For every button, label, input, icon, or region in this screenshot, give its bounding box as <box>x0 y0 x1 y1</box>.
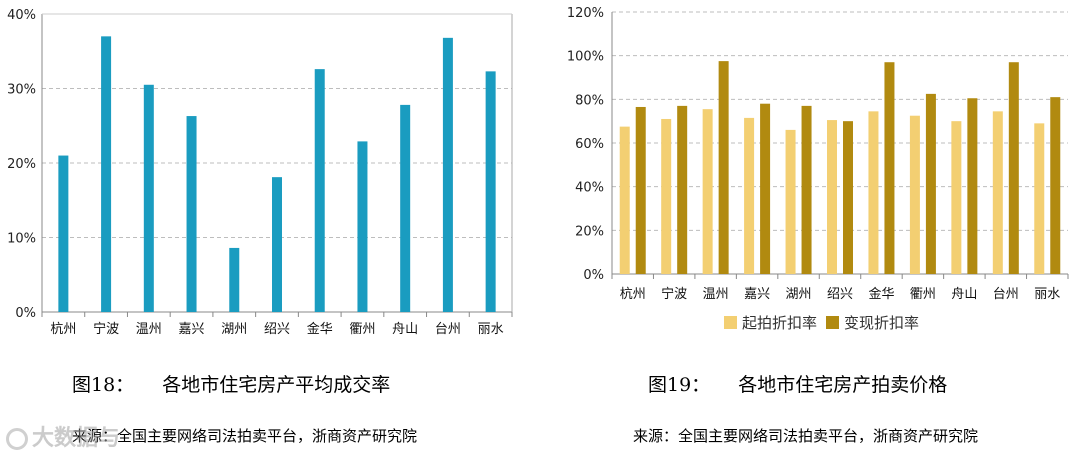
y-tick-label: 0% <box>583 268 604 283</box>
y-tick-label: 40% <box>575 181 604 196</box>
x-tick-label: 杭州 <box>620 287 646 302</box>
figure-19-caption: 图19： 各地市住宅房产拍卖价格 <box>648 370 947 397</box>
figure-19-source: 来源：全国主要网络司法拍卖平台，浙商资产研究院 <box>633 427 979 445</box>
figure-19-title: 各地市住宅房产拍卖价格 <box>738 374 948 396</box>
x-tick-label: 杭州 <box>50 322 76 337</box>
legend-swatch <box>826 316 839 329</box>
figure-18-source: 来源：全国主要网络司法拍卖平台，浙商资产研究院 <box>72 427 418 445</box>
x-tick-label: 嘉兴 <box>744 287 770 302</box>
bar-realize-discount <box>718 61 729 274</box>
y-tick-label: 0% <box>15 306 36 321</box>
x-tick-label: 丽水 <box>478 322 504 337</box>
bar-start-discount <box>744 117 755 275</box>
x-tick-label: 台州 <box>435 322 461 337</box>
y-tick-label: 100% <box>567 50 604 65</box>
bar-value <box>101 36 112 312</box>
bar-start-discount <box>619 126 630 274</box>
y-tick-label: 120% <box>567 6 604 21</box>
x-tick-label: 宁波 <box>661 286 687 302</box>
bar-value <box>58 155 69 312</box>
y-tick-label: 10% <box>7 232 36 247</box>
watermark-logo-icon <box>6 428 28 450</box>
y-tick-label: 40% <box>7 8 36 23</box>
bar-start-discount <box>868 111 879 274</box>
legend-label: 起拍折扣率 <box>742 314 817 332</box>
bar-realize-discount <box>925 93 936 274</box>
bar-start-discount <box>827 120 837 274</box>
figure-18-label: 图18： <box>72 374 135 396</box>
bar-start-discount <box>661 118 672 274</box>
y-tick-label: 20% <box>575 224 604 239</box>
bar-realize-discount <box>677 105 688 274</box>
bar-start-discount <box>1034 123 1045 274</box>
bar-value <box>314 69 325 312</box>
bar-value <box>400 104 411 312</box>
x-tick-label: 湖州 <box>786 287 812 302</box>
bar-realize-discount <box>760 103 771 274</box>
x-tick-label: 绍兴 <box>827 287 853 302</box>
watermark-text: 大数据与 <box>32 426 121 451</box>
bar-value <box>143 84 154 313</box>
bar-realize-discount <box>1050 97 1061 275</box>
bar-start-discount <box>702 109 713 275</box>
bar-realize-discount <box>884 62 895 274</box>
bar-realize-discount <box>801 105 812 274</box>
x-tick-label: 舟山 <box>392 322 418 337</box>
bar-value <box>442 37 453 313</box>
x-tick-label: 金华 <box>307 321 333 337</box>
chart-average-deal-rate: 0% 10% 20% 30% 40% 杭州 宁波 温州 嘉兴 湖州 绍兴 金华 衢州 舟山 台州 丽水 <box>7 8 513 337</box>
x-tick-label: 衢州 <box>910 287 936 302</box>
x-tick-label: 丽水 <box>1034 287 1060 302</box>
x-tick-label: 绍兴 <box>264 322 290 337</box>
bar-start-discount <box>951 121 962 275</box>
y-tick-label: 80% <box>575 93 604 108</box>
y-tick-label: 60% <box>575 137 604 152</box>
y-tick-label: 20% <box>7 157 36 172</box>
bar-realize-discount <box>1008 62 1019 274</box>
x-tick-label: 衢州 <box>349 322 375 337</box>
bar-realize-discount <box>967 98 978 274</box>
x-tick-label: 温州 <box>136 322 162 337</box>
bar-value <box>186 116 197 312</box>
x-tick-label: 舟山 <box>951 287 977 302</box>
y-tick-label: 30% <box>7 83 36 98</box>
bar-start-discount <box>909 115 920 274</box>
legend-label: 变现折扣率 <box>844 314 919 332</box>
x-tick-label: 湖州 <box>221 322 247 337</box>
x-tick-label: 台州 <box>993 287 1019 302</box>
legend-swatch <box>724 316 737 329</box>
chart-auction-price: 0% 20% 40% 60% 80% 100% 120% 杭州 宁波 温州 嘉兴 湖州 绍兴 金华 衢州 舟山… <box>567 6 1069 332</box>
bar-value <box>229 247 240 312</box>
bar-value <box>485 71 496 313</box>
figure-19-label: 图19： <box>648 374 711 396</box>
bar-realize-discount <box>635 106 646 274</box>
x-tick-label: 宁波 <box>93 321 119 337</box>
bar-start-discount <box>785 129 796 274</box>
figure-18-caption: 图18： 各地市住宅房产平均成交率 <box>72 370 390 397</box>
figure-18-title: 各地市住宅房产平均成交率 <box>162 374 391 396</box>
bar-value <box>272 177 282 312</box>
bar-start-discount <box>992 111 1003 274</box>
x-tick-label: 金华 <box>868 286 894 302</box>
x-tick-label: 温州 <box>703 287 729 302</box>
x-tick-label: 嘉兴 <box>179 322 205 337</box>
bar-realize-discount <box>843 121 853 275</box>
bar-value <box>357 141 368 312</box>
watermark: 大数据与 <box>6 420 120 452</box>
